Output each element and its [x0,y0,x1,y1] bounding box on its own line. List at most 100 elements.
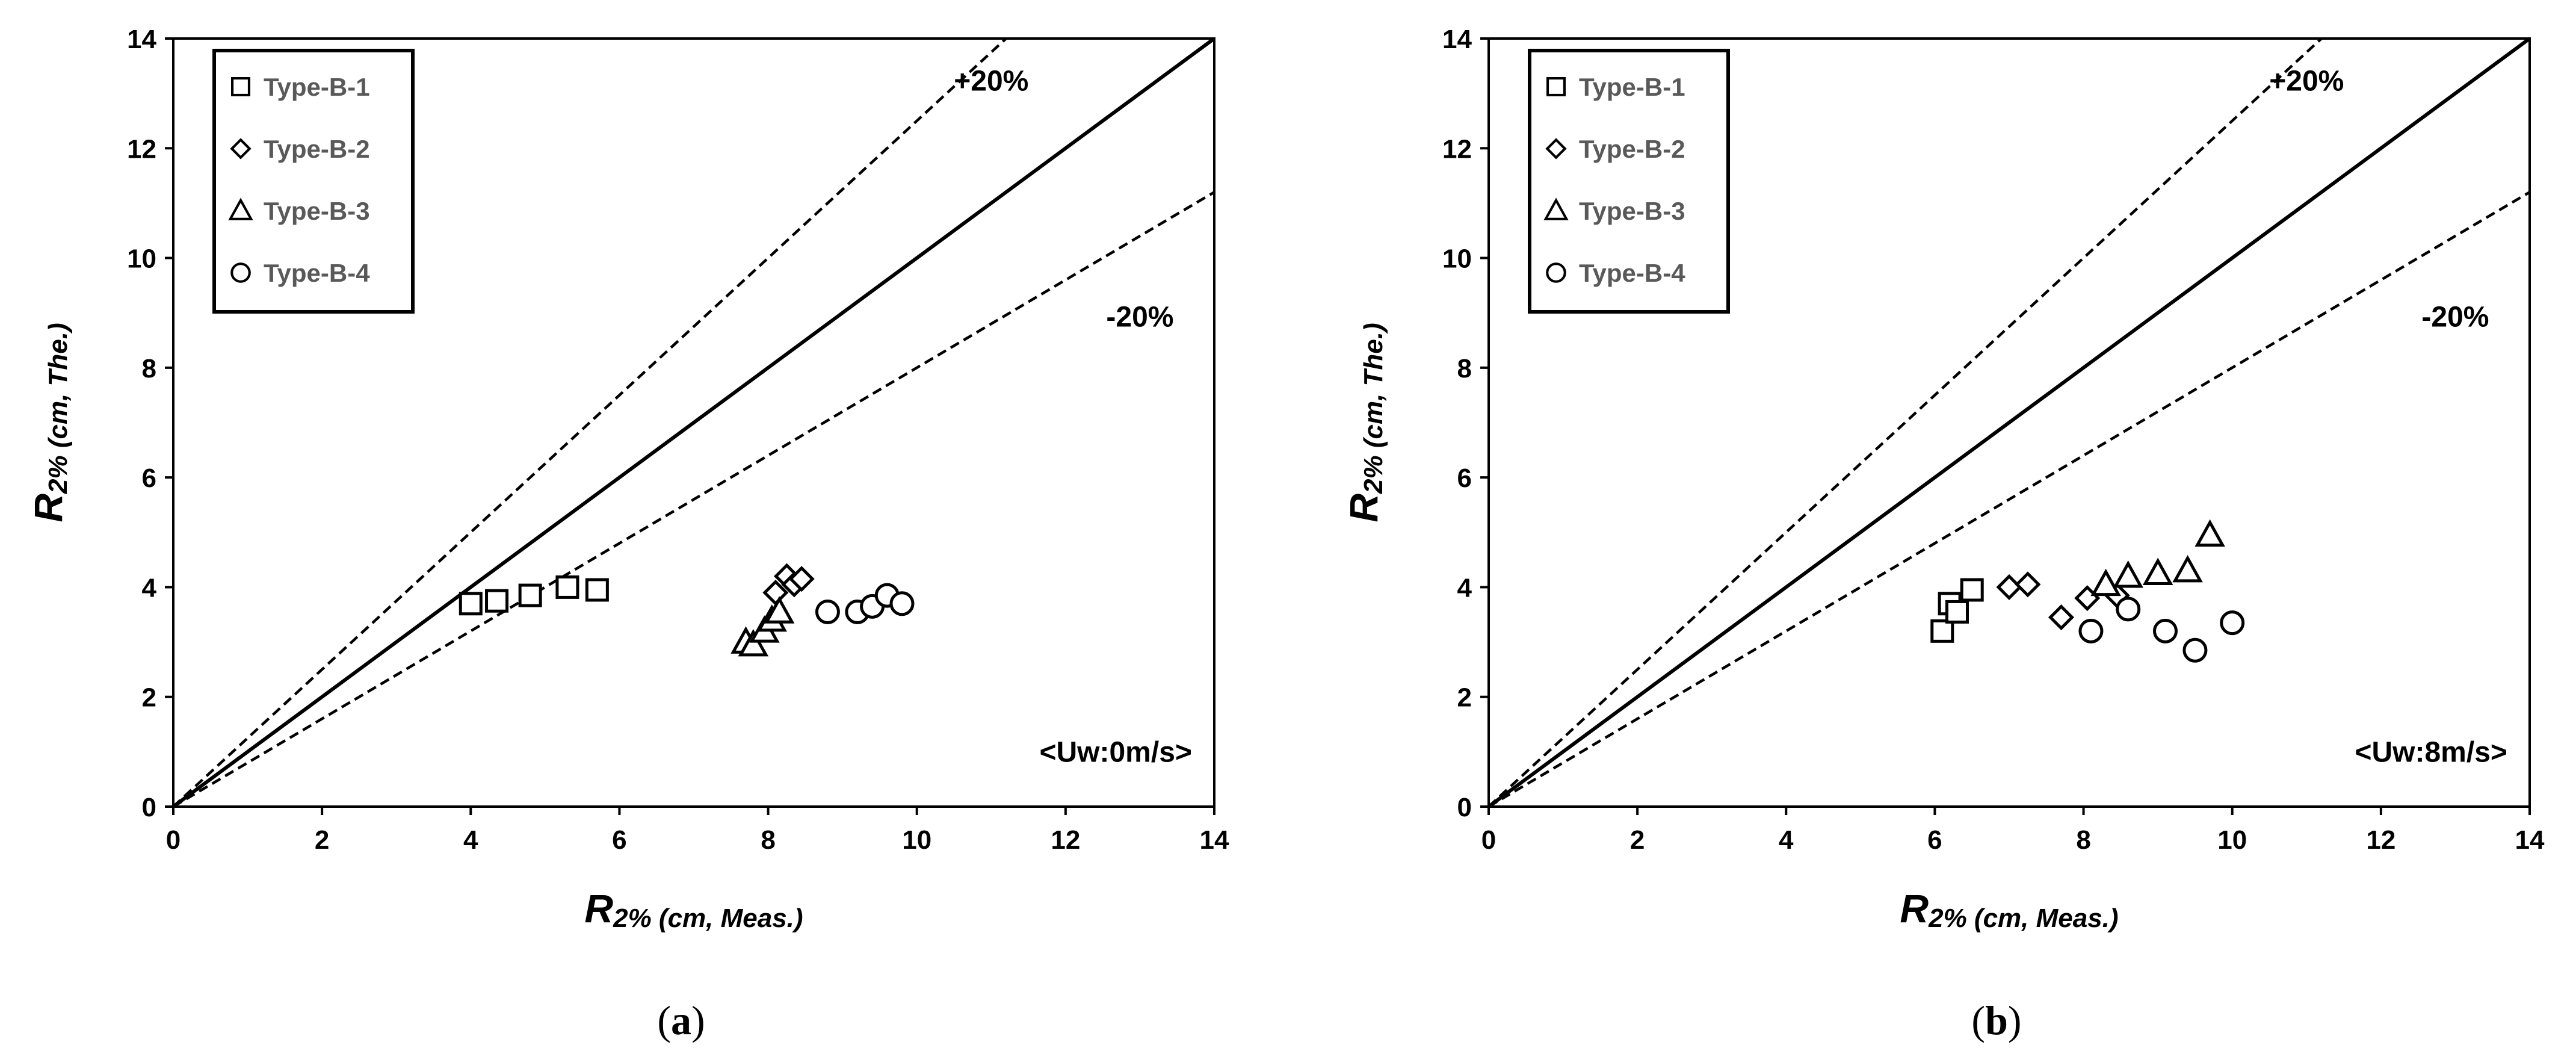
x-tick-label: 0 [1481,825,1496,855]
x-axis-label-sub: 2% (cm, Meas.) [1928,904,2118,933]
reference-line-plus-20 [173,39,1008,807]
data-point-type-b-3 [764,596,795,624]
y-tick-label: 0 [142,793,156,822]
legend-marker-type-b-3 [1543,197,1569,220]
legend: Type-B-1 Type-B-2 Type-B-3 Type-B-4 [1528,49,1730,314]
y-tick-label: 8 [1457,354,1472,383]
wind-speed-annotation: <Uw:0m/s> [1039,736,1191,768]
legend-marker-type-b-2 [230,138,252,160]
legend-label-type-b-1: Type-B-1 [1579,73,1685,101]
x-axis-label-main: R [1900,886,1929,931]
reference-line-minus-20 [1489,191,2530,807]
x-tick-label: 6 [1927,825,1942,855]
y-tick-label: 12 [127,134,156,164]
series-type-b-1 [459,575,609,616]
legend: Type-B-1 Type-B-2 Type-B-3 Type-B-4 [212,49,415,314]
data-point-type-b-1 [1945,600,1969,624]
data-point-type-b-2 [2048,604,2075,631]
data-point-type-b-1 [555,575,579,599]
data-point-type-b-1 [459,592,483,616]
series-type-b-3 [730,596,795,657]
y-tick-label: 10 [127,244,156,274]
legend-marker-type-b-2 [1545,138,1567,160]
x-tick-label: 4 [1779,825,1794,855]
x-axis-label: R2% (cm, Meas.) [1900,886,2118,933]
wind-speed-annotation: <Uw:8m/s> [2355,736,2507,768]
x-tick-label: 10 [902,825,931,855]
data-point-type-b-3 [738,628,769,657]
legend-marker-type-b-4 [1546,262,1566,283]
minus-20-label: -20% [2421,302,2489,333]
reference-line-minus-20 [173,191,1214,807]
data-point-type-b-4 [2220,610,2245,636]
data-point-type-b-3 [2172,554,2203,583]
data-point-type-b-4 [2116,597,2141,622]
x-axis-label-main: R [584,886,613,931]
y-tick-label: 12 [1442,134,1472,164]
y-axis-label-main: R [26,494,70,522]
legend-label-type-b-1: Type-B-1 [264,73,370,101]
y-tick-label: 4 [142,573,157,603]
data-point-type-b-4 [815,599,840,624]
series-type-b-3 [2090,519,2225,597]
x-tick-label: 12 [1051,825,1080,855]
y-tick-label: 10 [1442,244,1472,274]
minus-20-label: -20% [1106,302,1173,333]
legend-label-type-b-3: Type-B-3 [1579,197,1685,225]
x-tick-label: 4 [463,825,478,855]
data-point-type-b-3 [2195,519,2225,547]
y-tick-label: 14 [127,25,156,54]
series-type-b-4 [2078,597,2245,663]
legend-marker-type-b-4 [230,262,251,283]
data-point-type-b-1 [1930,619,1954,643]
data-point-type-b-1 [1960,578,1984,602]
x-tick-label: 2 [1630,825,1645,855]
data-point-type-b-2 [1996,574,2022,600]
plot-frame [1487,37,2531,808]
plus-20-label: +20% [954,66,1028,98]
data-point-type-b-4 [2078,618,2104,643]
y-axis-label-main: R [1341,494,1386,522]
data-point-type-b-1 [518,583,542,607]
series-type-b-2 [762,563,815,606]
plot-frame [172,37,1215,808]
y-tick-label: 2 [1457,683,1472,713]
x-tick-label: 12 [2366,825,2395,855]
legend-marker-type-b-1 [1546,77,1566,96]
x-tick-label: 10 [2217,825,2247,855]
legend-label-type-b-2: Type-B-2 [264,135,370,163]
data-point-type-b-2 [788,566,815,592]
x-axis-label-sub: 2% (cm, Meas.) [613,904,803,933]
series-type-b-1 [1930,578,1984,643]
data-point-type-b-2 [2015,571,2041,598]
legend-label-type-b-2: Type-B-2 [1579,135,1685,163]
x-tick-label: 2 [315,825,329,855]
reference-lines [1489,39,2530,807]
reference-line-plus-20 [1489,39,2324,807]
panel-caption: (b) [1971,997,2021,1043]
data-point-type-b-3 [2090,568,2121,597]
plus-20-label: +20% [2269,66,2344,98]
x-tick-label: 8 [2076,825,2090,855]
y-axis-label: R2% (cm, The.) [26,323,73,522]
x-tick-label: 14 [2515,825,2545,855]
y-axis-label: R2% (cm, The.) [1341,323,1388,522]
y-axis-label-sub: 2% (cm, The.) [43,323,73,494]
y-tick-label: 6 [1457,464,1472,493]
x-axis-label: R2% (cm, Meas.) [584,886,803,933]
y-axis-label-sub: 2% (cm, The.) [1359,323,1388,494]
series-type-b-4 [815,583,915,624]
x-tick-label: 8 [761,825,775,855]
reference-lines [173,39,1214,807]
data-point-type-b-1 [485,589,509,613]
data-point-type-b-3 [2142,557,2173,585]
legend-label-type-b-4: Type-B-4 [1579,259,1685,287]
y-tick-label: 14 [1442,25,1472,54]
data-point-type-b-4 [889,591,915,616]
x-tick-label: 14 [1200,825,1229,855]
y-tick-label: 4 [1457,573,1472,603]
legend-label-type-b-4: Type-B-4 [264,259,370,287]
y-tick-label: 0 [1457,793,1472,822]
